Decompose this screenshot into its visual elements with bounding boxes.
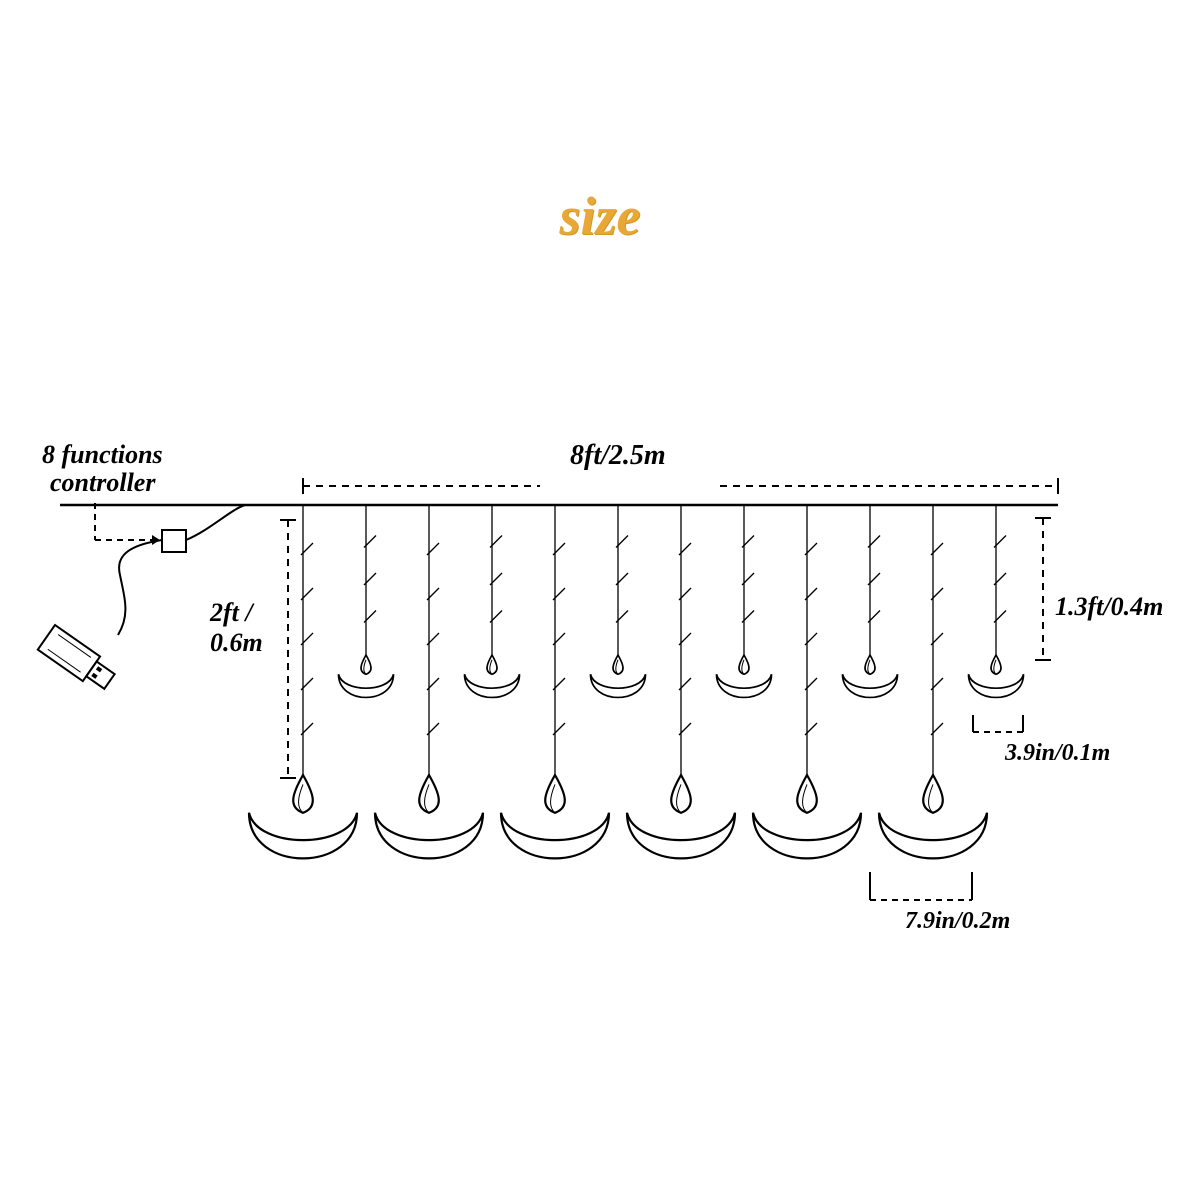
diya-icon bbox=[753, 775, 861, 858]
diya-icon bbox=[249, 775, 357, 858]
controller-box bbox=[162, 530, 186, 552]
diya-icon bbox=[627, 775, 735, 858]
diagram-svg bbox=[0, 0, 1200, 1200]
diya-icon bbox=[465, 655, 520, 697]
strands-group bbox=[249, 505, 1024, 858]
diya-icon bbox=[969, 655, 1024, 697]
diya-icon bbox=[591, 655, 646, 697]
diya-icon bbox=[879, 775, 987, 858]
small-diya-bracket bbox=[973, 715, 1023, 732]
diya-icon bbox=[339, 655, 394, 697]
wire-to-line bbox=[186, 505, 245, 540]
large-diya-bracket bbox=[870, 872, 972, 900]
diya-icon bbox=[375, 775, 483, 858]
diya-icon bbox=[717, 655, 772, 697]
diya-icon bbox=[843, 655, 898, 697]
usb-icon bbox=[38, 625, 118, 694]
diya-icon bbox=[501, 775, 609, 858]
wire-to-usb bbox=[118, 540, 162, 635]
